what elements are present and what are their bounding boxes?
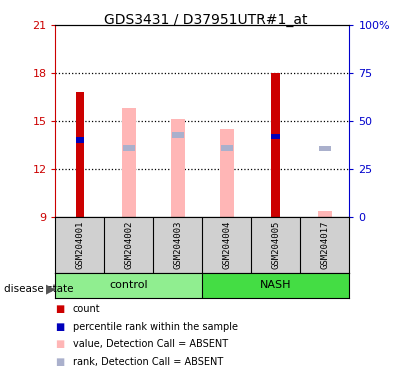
Bar xyxy=(220,129,234,217)
Text: rank, Detection Call = ABSENT: rank, Detection Call = ABSENT xyxy=(73,357,223,367)
Bar xyxy=(271,73,280,217)
Bar xyxy=(122,108,136,217)
Bar xyxy=(76,137,84,142)
Text: NASH: NASH xyxy=(260,280,292,290)
Bar xyxy=(271,134,280,139)
Text: GSM204005: GSM204005 xyxy=(271,221,280,269)
Text: GSM204017: GSM204017 xyxy=(320,221,329,269)
Bar xyxy=(171,119,185,217)
Text: GSM204002: GSM204002 xyxy=(125,221,134,269)
Bar xyxy=(202,273,349,298)
Text: ■: ■ xyxy=(55,304,65,314)
Text: GSM204004: GSM204004 xyxy=(222,221,231,269)
Text: ■: ■ xyxy=(55,357,65,367)
Text: percentile rank within the sample: percentile rank within the sample xyxy=(73,322,238,332)
Text: control: control xyxy=(110,280,148,290)
Bar xyxy=(221,145,233,151)
Text: value, Detection Call = ABSENT: value, Detection Call = ABSENT xyxy=(73,339,228,349)
Bar xyxy=(318,210,332,217)
Bar xyxy=(123,145,135,151)
Bar xyxy=(319,146,331,151)
Text: ■: ■ xyxy=(55,322,65,332)
Bar xyxy=(76,92,84,217)
Bar xyxy=(318,210,332,217)
Text: GSM204001: GSM204001 xyxy=(76,221,85,269)
Text: disease state: disease state xyxy=(4,284,74,294)
Text: ▶: ▶ xyxy=(46,282,55,295)
Text: GSM204003: GSM204003 xyxy=(173,221,182,269)
Text: ■: ■ xyxy=(55,339,65,349)
Bar xyxy=(55,273,202,298)
Text: GDS3431 / D37951UTR#1_at: GDS3431 / D37951UTR#1_at xyxy=(104,13,307,27)
Text: count: count xyxy=(73,304,100,314)
Bar xyxy=(172,132,184,138)
